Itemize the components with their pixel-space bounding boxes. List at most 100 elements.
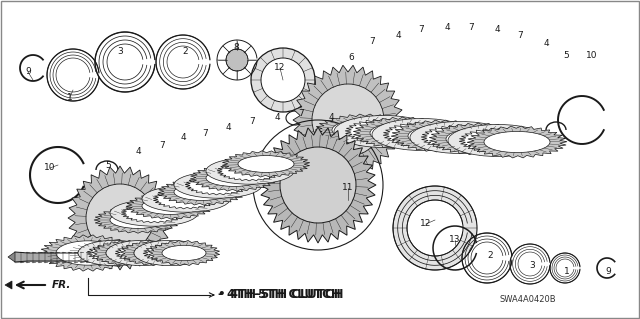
Text: 7: 7 — [369, 38, 375, 47]
Polygon shape — [40, 235, 136, 271]
Ellipse shape — [56, 241, 120, 265]
Ellipse shape — [110, 211, 166, 228]
Ellipse shape — [134, 241, 206, 266]
Polygon shape — [92, 241, 164, 266]
Text: 4: 4 — [180, 133, 186, 143]
Text: 10: 10 — [44, 164, 56, 173]
Text: 1: 1 — [564, 268, 570, 277]
Polygon shape — [5, 281, 12, 289]
Ellipse shape — [370, 122, 436, 144]
Text: 12: 12 — [420, 219, 432, 228]
Polygon shape — [459, 128, 537, 153]
Ellipse shape — [446, 129, 512, 150]
Ellipse shape — [238, 156, 294, 172]
Text: 9: 9 — [25, 68, 31, 77]
Text: 4: 4 — [395, 31, 401, 40]
Text: 4: 4 — [444, 23, 450, 32]
Ellipse shape — [162, 245, 206, 261]
Text: 4: 4 — [274, 114, 280, 122]
Polygon shape — [87, 244, 141, 263]
Text: 3: 3 — [529, 262, 535, 271]
Circle shape — [312, 84, 384, 156]
Polygon shape — [148, 241, 220, 265]
Polygon shape — [293, 65, 403, 175]
Text: 2: 2 — [487, 250, 493, 259]
Text: 6: 6 — [348, 54, 354, 63]
Circle shape — [407, 200, 463, 256]
Text: 7: 7 — [249, 117, 255, 127]
Polygon shape — [217, 161, 283, 181]
Text: 7: 7 — [202, 129, 208, 137]
Ellipse shape — [78, 245, 122, 261]
Text: 13: 13 — [449, 235, 461, 244]
Text: 7: 7 — [517, 32, 523, 41]
Polygon shape — [421, 125, 499, 150]
Polygon shape — [383, 122, 461, 147]
Polygon shape — [353, 117, 452, 149]
Ellipse shape — [134, 245, 178, 261]
Polygon shape — [391, 120, 491, 152]
Polygon shape — [143, 243, 197, 263]
Ellipse shape — [78, 241, 150, 266]
Text: 4: 4 — [494, 26, 500, 34]
Ellipse shape — [334, 115, 434, 147]
Polygon shape — [64, 241, 136, 266]
Polygon shape — [315, 114, 415, 146]
Text: SWA4A0420B: SWA4A0420B — [500, 295, 556, 305]
Text: 7: 7 — [418, 26, 424, 34]
Polygon shape — [8, 252, 15, 262]
Circle shape — [251, 48, 315, 112]
Polygon shape — [115, 244, 169, 263]
Ellipse shape — [142, 197, 198, 214]
Text: 8: 8 — [233, 43, 239, 53]
Polygon shape — [158, 179, 246, 205]
Text: 4: 4 — [328, 114, 334, 122]
Ellipse shape — [106, 241, 178, 266]
Text: 4: 4 — [225, 122, 231, 131]
Ellipse shape — [410, 122, 510, 153]
Text: 7: 7 — [298, 108, 304, 117]
Polygon shape — [429, 123, 529, 155]
Polygon shape — [185, 175, 251, 195]
Polygon shape — [153, 189, 219, 209]
Polygon shape — [190, 165, 278, 191]
Ellipse shape — [342, 197, 354, 206]
Text: 10: 10 — [586, 50, 598, 60]
Polygon shape — [68, 166, 172, 270]
Circle shape — [226, 49, 248, 71]
Circle shape — [86, 184, 154, 252]
Ellipse shape — [372, 118, 472, 151]
Text: 7: 7 — [468, 23, 474, 32]
Text: 4: 4 — [543, 40, 549, 48]
Circle shape — [393, 186, 477, 270]
Ellipse shape — [448, 124, 548, 157]
Polygon shape — [222, 151, 310, 177]
Polygon shape — [94, 207, 182, 233]
Text: 5: 5 — [105, 160, 111, 169]
Ellipse shape — [206, 170, 262, 186]
Text: 11: 11 — [342, 183, 354, 192]
Polygon shape — [467, 126, 567, 158]
Ellipse shape — [174, 184, 230, 200]
Polygon shape — [345, 119, 423, 144]
Text: 7: 7 — [159, 140, 165, 150]
Ellipse shape — [106, 245, 150, 261]
Polygon shape — [121, 203, 187, 223]
Text: FR.: FR. — [52, 280, 72, 290]
Polygon shape — [120, 241, 192, 265]
Ellipse shape — [174, 172, 262, 198]
Ellipse shape — [110, 200, 198, 226]
Text: 5: 5 — [563, 50, 569, 60]
Ellipse shape — [142, 186, 230, 212]
Ellipse shape — [206, 158, 294, 184]
Text: 3: 3 — [117, 48, 123, 56]
Text: • 4TH-5TH CLUTCH: • 4TH-5TH CLUTCH — [218, 288, 344, 301]
Circle shape — [280, 147, 356, 223]
Polygon shape — [260, 127, 376, 243]
Text: - 4TH-5TH CLUTCH: - 4TH-5TH CLUTCH — [218, 288, 340, 301]
Text: 2: 2 — [182, 48, 188, 56]
Text: 12: 12 — [275, 63, 285, 72]
Ellipse shape — [332, 119, 398, 141]
Ellipse shape — [408, 125, 474, 146]
Text: 4: 4 — [135, 147, 141, 157]
